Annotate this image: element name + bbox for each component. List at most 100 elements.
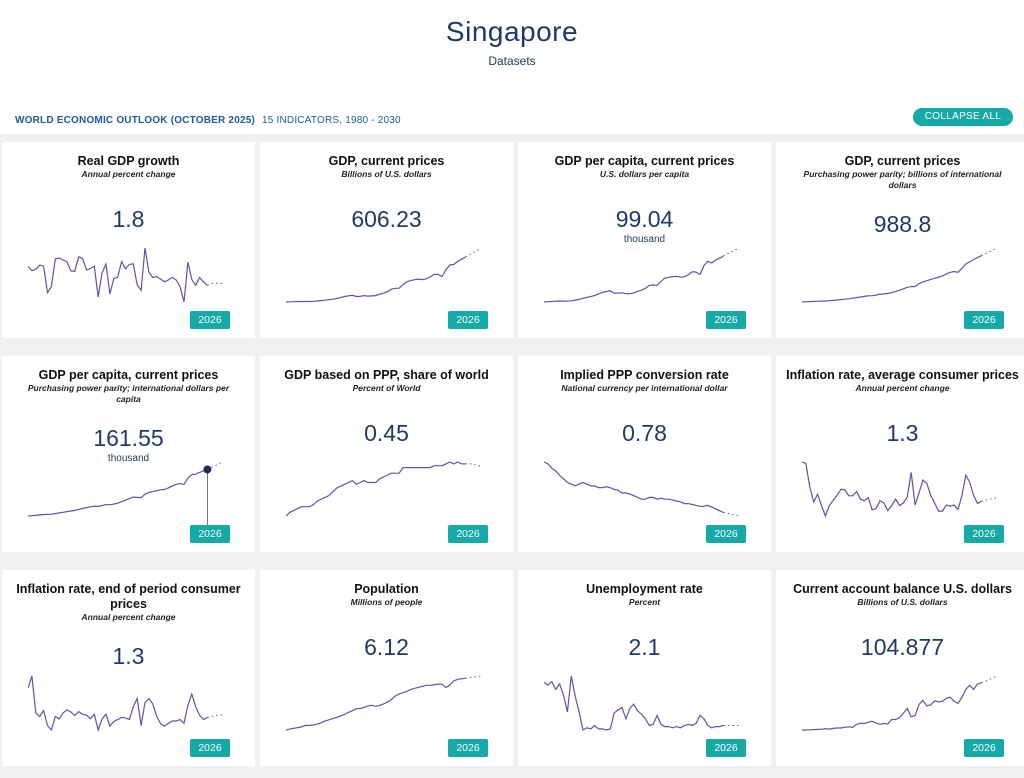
sparkline-projection [981, 497, 998, 502]
card-header: Real GDP growth Annual percent change [10, 154, 247, 180]
card-title: GDP per capita, current prices [554, 154, 735, 168]
indicator-card[interactable]: GDP per capita, current prices U.S. dolla… [518, 142, 771, 338]
sparkline-series [802, 255, 982, 303]
sparkline-projection [465, 247, 482, 258]
card-value: 0.45 [364, 420, 409, 446]
dataset-toolbar: WORLD ECONOMIC OUTLOOK (OCTOBER 2025) 15… [0, 108, 1024, 134]
sparkline-chart[interactable] [286, 456, 496, 531]
year-badge[interactable]: 2026 [448, 525, 488, 543]
dataset-name-link[interactable]: WORLD ECONOMIC OUTLOOK (OCTOBER 2025) [15, 115, 256, 126]
year-badge[interactable]: 2026 [706, 311, 746, 329]
year-badge[interactable]: 2026 [448, 311, 488, 329]
card-title: GDP per capita, current prices [38, 368, 219, 382]
sparkline-series [28, 675, 208, 733]
sparkline-projection [465, 463, 481, 467]
sparkline-series [286, 677, 466, 731]
sparkline-series [544, 675, 724, 731]
sparkline-chart[interactable] [286, 670, 496, 745]
card-unit: Purchasing power parity; billions of int… [803, 169, 1002, 190]
page-title: Singapore [445, 16, 579, 47]
card-title: GDP based on PPP, share of world [284, 368, 489, 382]
card-value: 104.877 [860, 634, 945, 660]
year-badge[interactable]: 2026 [706, 525, 746, 543]
indicator-card[interactable]: GDP per capita, current prices Purchasing… [2, 356, 255, 552]
card-unit: Percent of World [352, 383, 421, 393]
card-value-suffix: thousand [623, 234, 666, 245]
card-header: GDP per capita, current prices Purchasing… [10, 368, 247, 405]
sparkline-series [286, 256, 466, 303]
card-title: Inflation rate, end of period consumer p… [16, 582, 241, 611]
sparkline-projection [723, 247, 740, 257]
sparkline-chart[interactable] [802, 456, 1012, 531]
card-header: GDP based on PPP, share of world Percent … [268, 368, 505, 394]
indicator-card[interactable]: GDP, current prices Billions of U.S. doll… [260, 142, 513, 338]
page-subtitle: Datasets [488, 54, 536, 68]
card-header: Population Millions of people [268, 582, 505, 608]
sparkline-chart[interactable] [28, 456, 238, 531]
card-unit: National currency per international doll… [561, 383, 728, 393]
card-value: 1.3 [886, 420, 919, 446]
card-value: 161.55 [93, 425, 164, 451]
sparkline-series [28, 247, 208, 303]
sparkline-series [802, 682, 982, 731]
indicator-card[interactable]: Implied PPP conversion rate National curr… [518, 356, 771, 552]
card-header: GDP, current prices Purchasing power pari… [784, 154, 1021, 191]
sparkline-chart[interactable] [28, 242, 238, 317]
card-unit: Annual percent change [81, 169, 176, 179]
sparkline-chart[interactable] [286, 242, 496, 317]
card-value: 6.12 [364, 634, 409, 660]
year-badge[interactable]: 2026 [190, 311, 230, 329]
sparkline-projection [465, 675, 482, 679]
year-badge[interactable]: 2026 [964, 525, 1004, 543]
year-badge[interactable]: 2026 [448, 739, 488, 757]
sparkline-projection [207, 714, 224, 718]
year-badge[interactable]: 2026 [706, 739, 746, 757]
sparkline-series [286, 461, 466, 517]
indicator-card[interactable]: Current account balance U.S. dollars Bill… [776, 570, 1024, 766]
year-badge[interactable]: 2026 [190, 739, 230, 757]
card-title: GDP, current prices [844, 154, 961, 168]
page-header: Singapore Datasets [0, 0, 1024, 108]
card-value: 0.78 [622, 420, 667, 446]
sparkline-chart[interactable] [544, 670, 754, 745]
card-unit: Annual percent change [81, 612, 176, 622]
card-unit: Billions of U.S. dollars [341, 169, 432, 179]
year-badge[interactable]: 2026 [964, 311, 1004, 329]
indicator-count: 15 INDICATORS, 1980 - 2030 [262, 115, 401, 126]
year-badge[interactable]: 2026 [190, 525, 230, 543]
card-value: 606.23 [351, 206, 422, 232]
sparkline-projection [207, 282, 223, 286]
sparkline-chart[interactable] [802, 670, 1012, 745]
card-value: 988.8 [873, 211, 932, 237]
sparkline-projection [207, 461, 224, 470]
indicator-card[interactable]: GDP, current prices Purchasing power pari… [776, 142, 1024, 338]
card-title: Inflation rate, average consumer prices [786, 368, 1019, 382]
indicator-grid: Real GDP growth Annual percent change 1.8 2… [0, 134, 1024, 778]
card-unit: Billions of U.S. dollars [857, 597, 948, 607]
collapse-all-button[interactable]: COLLAPSE ALL [913, 108, 1013, 126]
sparkline-chart[interactable] [28, 670, 238, 745]
card-unit: Annual percent change [855, 383, 950, 393]
indicator-card[interactable]: Real GDP growth Annual percent change 1.8 2… [2, 142, 255, 338]
indicator-card[interactable]: Population Millions of people 6.12 2026 [260, 570, 513, 766]
hover-point[interactable] [203, 465, 212, 474]
card-unit: Millions of people [350, 597, 423, 607]
sparkline-series [28, 468, 208, 517]
indicator-card[interactable]: Inflation rate, end of period consumer p… [2, 570, 255, 766]
card-header: GDP per capita, current prices U.S. dolla… [526, 154, 763, 180]
card-title: Implied PPP conversion rate [560, 368, 729, 382]
card-header: Unemployment rate Percent [526, 582, 763, 608]
card-title: Unemployment rate [586, 582, 703, 596]
year-badge[interactable]: 2026 [964, 739, 1004, 757]
sparkline-series [802, 461, 982, 518]
card-value: 1.3 [112, 643, 145, 669]
card-title: Current account balance U.S. dollars [793, 582, 1012, 596]
sparkline-chart[interactable] [544, 456, 754, 531]
sparkline-chart[interactable] [544, 242, 754, 317]
indicator-card[interactable]: GDP based on PPP, share of world Percent … [260, 356, 513, 552]
card-value: 99.04 [615, 206, 674, 232]
indicator-card[interactable]: Unemployment rate Percent 2.1 2026 [518, 570, 771, 766]
sparkline-chart[interactable] [802, 242, 1012, 317]
card-unit: Purchasing power parity; international d… [27, 383, 230, 404]
indicator-card[interactable]: Inflation rate, average consumer prices A… [776, 356, 1024, 552]
